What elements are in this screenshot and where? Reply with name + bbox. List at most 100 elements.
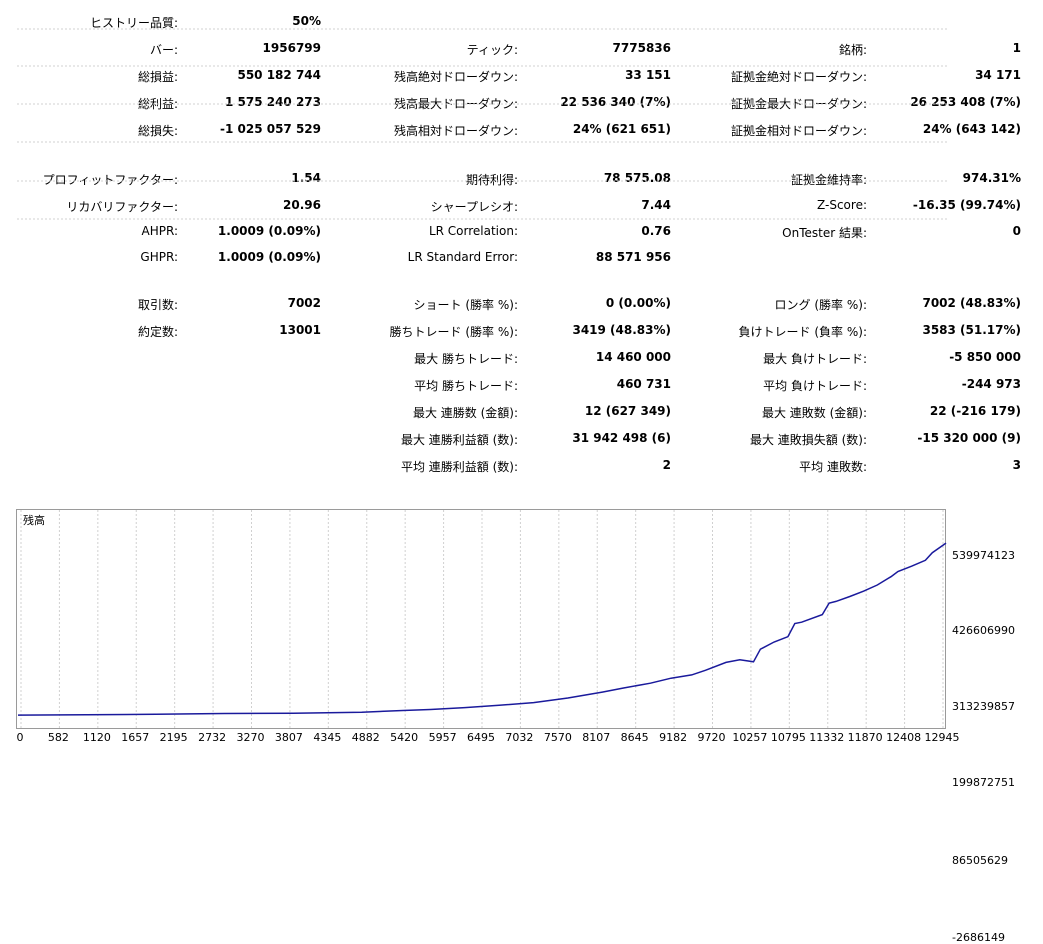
stat-value: 1.0009 (0.09%) xyxy=(217,250,321,264)
stat-label: ショート (勝率 %): xyxy=(413,298,518,312)
stat-value: 1 xyxy=(1012,41,1021,55)
stat-value: 1.54 xyxy=(291,171,321,185)
stat-value: 3583 (51.17%) xyxy=(922,323,1021,337)
x-tick-label: 3807 xyxy=(274,731,303,744)
stat-value: 24% (621 651) xyxy=(572,122,671,136)
stat-label: 平均 負けトレード: xyxy=(763,379,867,393)
stat-value: 2 xyxy=(662,458,671,472)
stat-label: 残高最大ドローダウン: xyxy=(393,97,518,111)
stat-value: 1 575 240 273 xyxy=(224,95,321,109)
stat-value: 34 171 xyxy=(975,68,1021,82)
stat-label: ティック: xyxy=(466,43,518,57)
stat-value: 31 942 498 (6) xyxy=(572,431,671,445)
x-tick-label: 582 xyxy=(47,731,69,744)
stat-label: 期待利得: xyxy=(465,173,518,187)
stat-value: -5 850 000 xyxy=(949,350,1021,364)
stat-label: プロフィットファクター: xyxy=(42,173,178,187)
balance-chart-plot xyxy=(17,28,947,730)
stat-label: 最大 負けトレード: xyxy=(763,352,867,366)
stat-value: -15 320 000 (9) xyxy=(917,431,1021,445)
x-tick-label: 11332 xyxy=(809,731,845,744)
stat-value: 22 (-216 179) xyxy=(929,404,1021,418)
x-tick-label: 12945 xyxy=(924,731,960,744)
stat-value: 3419 (48.83%) xyxy=(572,323,671,337)
stat-label: シャープレシオ: xyxy=(430,200,518,214)
y-tick-label: 86505629 xyxy=(952,854,1008,867)
x-tick-label: 7570 xyxy=(543,731,572,744)
stat-value: 50% xyxy=(292,14,321,28)
stat-label: 勝ちトレード (勝率 %): xyxy=(389,325,518,339)
x-tick-label: 10257 xyxy=(732,731,768,744)
stat-label: 平均 連勝利益額 (数): xyxy=(400,460,518,474)
x-tick-label: 0 xyxy=(16,731,24,744)
stat-value: 550 182 744 xyxy=(237,68,321,82)
x-tick-label: 7032 xyxy=(505,731,534,744)
x-tick-label: 4882 xyxy=(351,731,380,744)
stat-value: 14 460 000 xyxy=(595,350,671,364)
stat-label: バー: xyxy=(149,43,178,57)
stat-value: 460 731 xyxy=(616,377,671,391)
stat-label: 取引数: xyxy=(137,298,178,312)
stat-value: 88 571 956 xyxy=(595,250,671,264)
stat-label: LR Correlation: xyxy=(428,224,518,238)
stat-value: 3 xyxy=(1012,458,1021,472)
x-tick-label: 12408 xyxy=(886,731,922,744)
stat-value: 7002 xyxy=(287,296,321,310)
stat-label: 証拠金絶対ドローダウン: xyxy=(730,70,867,84)
stat-value: 13001 xyxy=(279,323,321,337)
y-tick-label: 539974123 xyxy=(952,549,1015,562)
stat-label: 最大 連敗損失額 (数): xyxy=(749,433,867,447)
y-tick-label: -2686149 xyxy=(952,931,1005,944)
stat-value: 33 151 xyxy=(625,68,671,82)
stat-label: 最大 連勝利益額 (数): xyxy=(400,433,518,447)
stat-label: 証拠金維持率: xyxy=(790,173,867,187)
stat-label: LR Standard Error: xyxy=(407,250,518,264)
y-tick-label: 426606990 xyxy=(952,624,1015,637)
stat-label: 証拠金相対ドローダウン: xyxy=(730,124,867,138)
stat-value: 12 (627 349) xyxy=(584,404,671,418)
stat-value: 0.76 xyxy=(641,224,671,238)
stat-label: ロング (勝率 %): xyxy=(774,298,867,312)
stat-value: 1.0009 (0.09%) xyxy=(217,224,321,238)
stat-label: Z-Score: xyxy=(817,198,867,212)
y-tick-label: 313239857 xyxy=(952,700,1015,713)
stat-value: 0 (0.00%) xyxy=(605,296,671,310)
stat-value: 22 536 340 (7%) xyxy=(560,95,671,109)
stat-value: 0 xyxy=(1012,224,1021,238)
stat-label: 銘柄: xyxy=(838,43,867,57)
stat-value: -1 025 057 529 xyxy=(219,122,321,136)
stat-value: 7002 (48.83%) xyxy=(922,296,1021,310)
stat-value: 20.96 xyxy=(283,198,321,212)
stat-label: 最大 勝ちトレード: xyxy=(414,352,518,366)
stat-label: リカバリファクター: xyxy=(66,200,178,214)
y-tick-label: 199872751 xyxy=(952,776,1015,789)
stat-label: OnTester 結果: xyxy=(782,226,867,240)
stat-label: ヒストリー品質: xyxy=(89,16,178,30)
stat-value: 7775836 xyxy=(612,41,671,55)
stat-value: -244 973 xyxy=(961,377,1021,391)
stat-value: 1956799 xyxy=(262,41,321,55)
x-tick-label: 8107 xyxy=(582,731,611,744)
stat-label: 平均 勝ちトレード: xyxy=(414,379,518,393)
x-tick-label: 1120 xyxy=(82,731,111,744)
x-tick-label: 11870 xyxy=(847,731,883,744)
stat-value: 974.31% xyxy=(962,171,1021,185)
stat-value: 26 253 408 (7%) xyxy=(910,95,1021,109)
stat-label: 約定数: xyxy=(137,325,178,339)
x-tick-label: 1657 xyxy=(121,731,150,744)
stat-value: -16.35 (99.74%) xyxy=(912,198,1021,212)
x-tick-label: 4345 xyxy=(313,731,342,744)
x-tick-label: 5420 xyxy=(390,731,419,744)
balance-series-line xyxy=(17,542,947,716)
stat-label: 最大 連勝数 (金額): xyxy=(412,406,518,420)
stat-label: 残高絶対ドローダウン: xyxy=(393,70,518,84)
x-tick-label: 3270 xyxy=(236,731,265,744)
stat-label: GHPR: xyxy=(140,250,178,264)
x-tick-label: 6495 xyxy=(467,731,495,744)
balance-chart: 残高 xyxy=(16,28,947,730)
stat-label: 総損失: xyxy=(137,124,178,138)
x-tick-label: 10795 xyxy=(770,731,806,744)
x-tick-label: 2732 xyxy=(198,731,227,744)
stat-label: 負けトレード (負率 %): xyxy=(738,325,867,339)
x-tick-label: 2195 xyxy=(159,731,188,744)
